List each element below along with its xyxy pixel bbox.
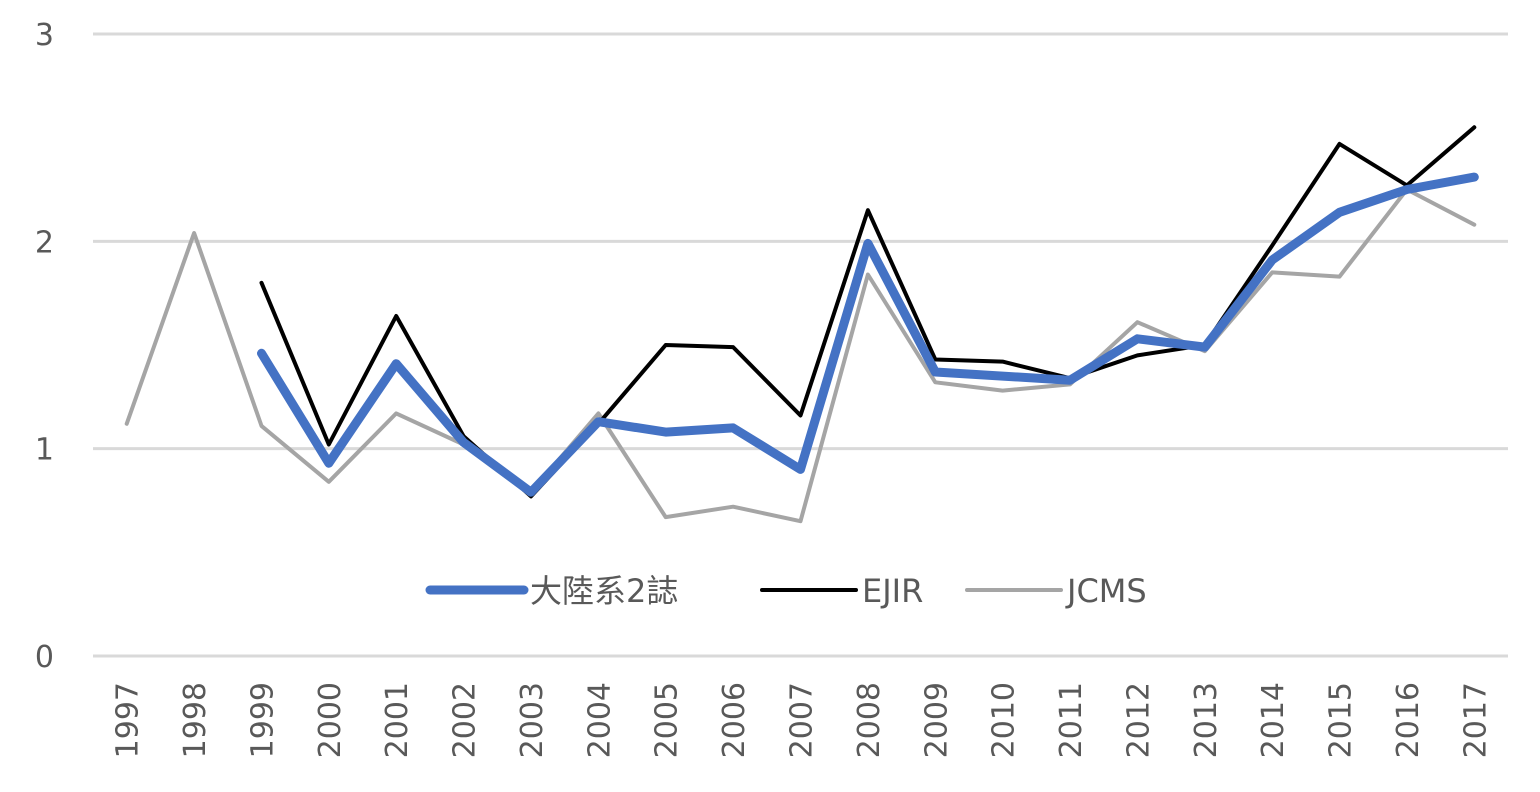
series-line-1	[259, 125, 1477, 499]
x-tick-label-2008: 2008	[852, 682, 887, 758]
legend-label-0: 大陸系2誌	[530, 572, 678, 610]
y-axis-tick-labels: 0 1 2 3	[35, 18, 54, 675]
legend-label-2: JCMS	[1065, 572, 1147, 610]
x-tick-label-2010: 2010	[987, 682, 1022, 758]
x-tick-label-2013: 2013	[1189, 682, 1224, 758]
series-lines	[124, 125, 1479, 524]
x-tick-label-2007: 2007	[785, 682, 820, 758]
x-tick-label-2000: 2000	[313, 682, 348, 758]
x-tick-label-1998: 1998	[178, 682, 213, 758]
series-line-2	[124, 187, 1477, 524]
x-tick-label-2015: 2015	[1324, 682, 1359, 758]
x-tick-label-2003: 2003	[515, 682, 550, 758]
x-axis-tick-labels: 1997 1998 1999 2000 2001 2002 2003 2004 2005 2006…	[111, 682, 1494, 758]
x-tick-label-1997: 1997	[111, 682, 146, 758]
y-tick-label-0: 0	[35, 640, 54, 675]
x-tick-label-2005: 2005	[650, 682, 685, 758]
series-line-0	[257, 172, 1479, 497]
x-tick-label-2012: 2012	[1121, 682, 1156, 758]
x-tick-label-2006: 2006	[717, 682, 752, 758]
x-tick-label-2004: 2004	[582, 682, 617, 758]
x-tick-label-2011: 2011	[1054, 682, 1089, 758]
x-tick-label-2014: 2014	[1256, 682, 1291, 758]
legend: 大陸系2誌 EJIR JCMS	[425, 572, 1147, 610]
legend-label-1: EJIR	[862, 572, 923, 610]
x-tick-label-1999: 1999	[245, 682, 280, 758]
x-tick-label-2016: 2016	[1391, 682, 1426, 758]
gridlines	[93, 32, 1508, 658]
x-tick-label-2001: 2001	[380, 682, 415, 758]
y-tick-label-3: 3	[35, 18, 54, 53]
y-tick-label-2: 2	[35, 225, 54, 260]
x-tick-label-2009: 2009	[919, 682, 954, 758]
y-tick-label-1: 1	[35, 433, 54, 468]
x-tick-label-2002: 2002	[448, 682, 483, 758]
x-tick-label-2017: 2017	[1458, 682, 1493, 758]
